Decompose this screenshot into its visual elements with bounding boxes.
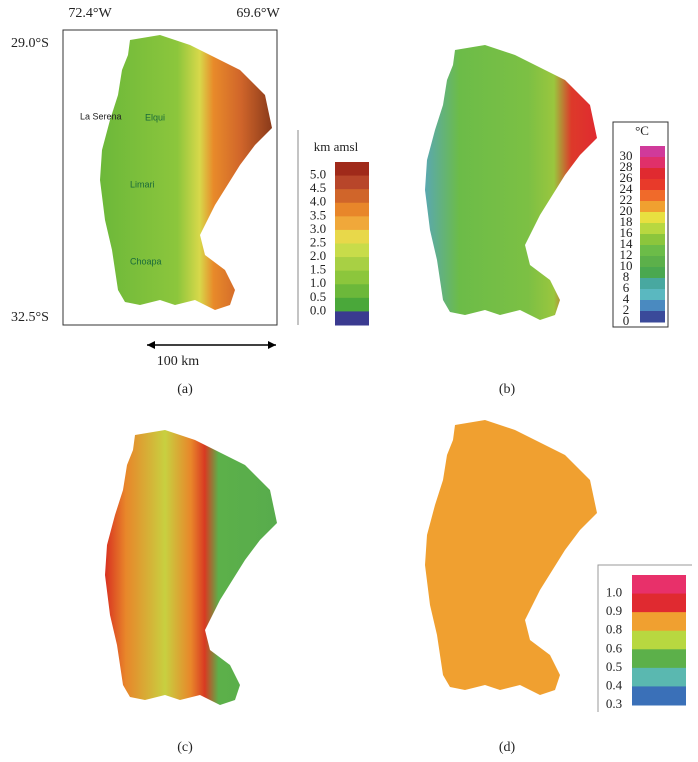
legend-label: 12: [620, 247, 633, 262]
legend-swatch: [640, 223, 665, 235]
legend-title: °C: [635, 123, 649, 138]
legend-label: 4: [623, 291, 630, 306]
latitude-north: 29.0°S: [11, 36, 49, 51]
legend-swatch: [632, 630, 686, 650]
legend-swatch: [640, 157, 665, 169]
legend-swatch: [640, 245, 665, 257]
index-map-c: [105, 430, 277, 705]
legend-label: 0.4: [606, 677, 623, 692]
longitude-east: 69.6°W: [236, 6, 280, 21]
legend-border: [612, 121, 669, 328]
legend-label: 2: [623, 302, 630, 317]
place-label: Choapa: [130, 256, 162, 266]
legend-label: 0: [623, 313, 630, 328]
legend-label: 3.5: [310, 207, 326, 222]
legend-label: 26: [620, 170, 634, 185]
legend-swatch: [640, 168, 665, 180]
legend-swatch: [640, 267, 665, 279]
legend-label: 2.0: [310, 248, 326, 263]
scale-bar: [147, 341, 276, 349]
legend-label: 4.5: [310, 180, 326, 195]
legend-label: 0.5: [310, 289, 326, 304]
place-label: La Serena: [80, 111, 122, 121]
legend-label: 16: [620, 225, 634, 240]
legend-label: 2.5: [310, 234, 326, 249]
legend-label: 0.6: [606, 640, 623, 655]
legend-swatch: [640, 234, 665, 246]
legend-swatch: [632, 593, 686, 613]
legend-swatch: [640, 300, 665, 312]
legend-label: 24: [620, 181, 634, 196]
legend-swatch: [335, 162, 369, 177]
panel-label: (c): [177, 740, 193, 755]
legend-label: 1.5: [310, 262, 326, 277]
legend-label: 1.0: [310, 275, 326, 290]
legend-swatch: [632, 686, 686, 706]
legend-label: 3.0: [310, 221, 326, 236]
panel-label: (a): [177, 382, 193, 397]
map-frame: [62, 29, 278, 326]
legend-label: 18: [620, 214, 633, 229]
legend-swatch: [640, 311, 665, 323]
legend-swatch: [335, 229, 369, 244]
legend-label: 4.0: [310, 194, 326, 209]
legend-swatch: [335, 311, 369, 326]
legend-swatch: [335, 189, 369, 204]
legend-label: 0.5: [606, 659, 622, 674]
legend-label: 14: [620, 236, 634, 251]
legend-label: 5.0: [310, 167, 326, 182]
place-label: Elqui: [145, 112, 165, 122]
legend-swatch: [640, 201, 665, 213]
legend-label: 30: [620, 148, 633, 163]
legend-swatch: [335, 216, 369, 231]
legend-label: 0.8: [606, 622, 622, 637]
legend-swatch: [335, 175, 369, 190]
place-label: Limari: [130, 179, 155, 189]
legend-title: km amsl: [314, 139, 359, 154]
elevation-map: [100, 35, 272, 310]
scale-label: 100 km: [157, 354, 200, 369]
index-map-d: [425, 420, 597, 695]
legend-label: 0.9: [606, 603, 622, 618]
legend-swatch: [632, 612, 686, 632]
legend-label: 1.0: [606, 585, 622, 600]
legend-swatch: [335, 257, 369, 272]
legend-swatch: [640, 278, 665, 290]
panel-label: (d): [499, 740, 516, 755]
legend-label: 0.3: [606, 696, 622, 711]
legend-swatch: [640, 289, 665, 301]
legend-swatch: [335, 243, 369, 258]
legend-swatch: [335, 270, 369, 285]
legend-swatch: [640, 256, 665, 268]
legend-label: 8: [623, 269, 630, 284]
legend-label: 22: [620, 192, 633, 207]
panel-label: (b): [499, 382, 516, 397]
legend-swatch: [632, 575, 686, 595]
legend-swatch: [640, 212, 665, 224]
legend-label: 20: [620, 203, 633, 218]
legend-swatch: [632, 667, 686, 687]
legend-swatch: [640, 146, 665, 158]
legend-label: 0.0: [310, 302, 326, 317]
legend-label: 6: [623, 280, 630, 295]
legend-swatch: [335, 202, 369, 217]
latitude-south: 32.5°S: [11, 310, 49, 325]
legend-swatch: [640, 190, 665, 202]
legend-swatch: [335, 284, 369, 299]
longitude-west: 72.4°W: [68, 6, 112, 21]
temperature-map: [425, 45, 597, 320]
legend-swatch: [632, 649, 686, 669]
legend-label: 10: [620, 258, 633, 273]
legend-swatch: [640, 179, 665, 191]
legend-border: [597, 564, 692, 712]
legend-swatch: [335, 297, 369, 312]
legend-label: 28: [620, 159, 633, 174]
